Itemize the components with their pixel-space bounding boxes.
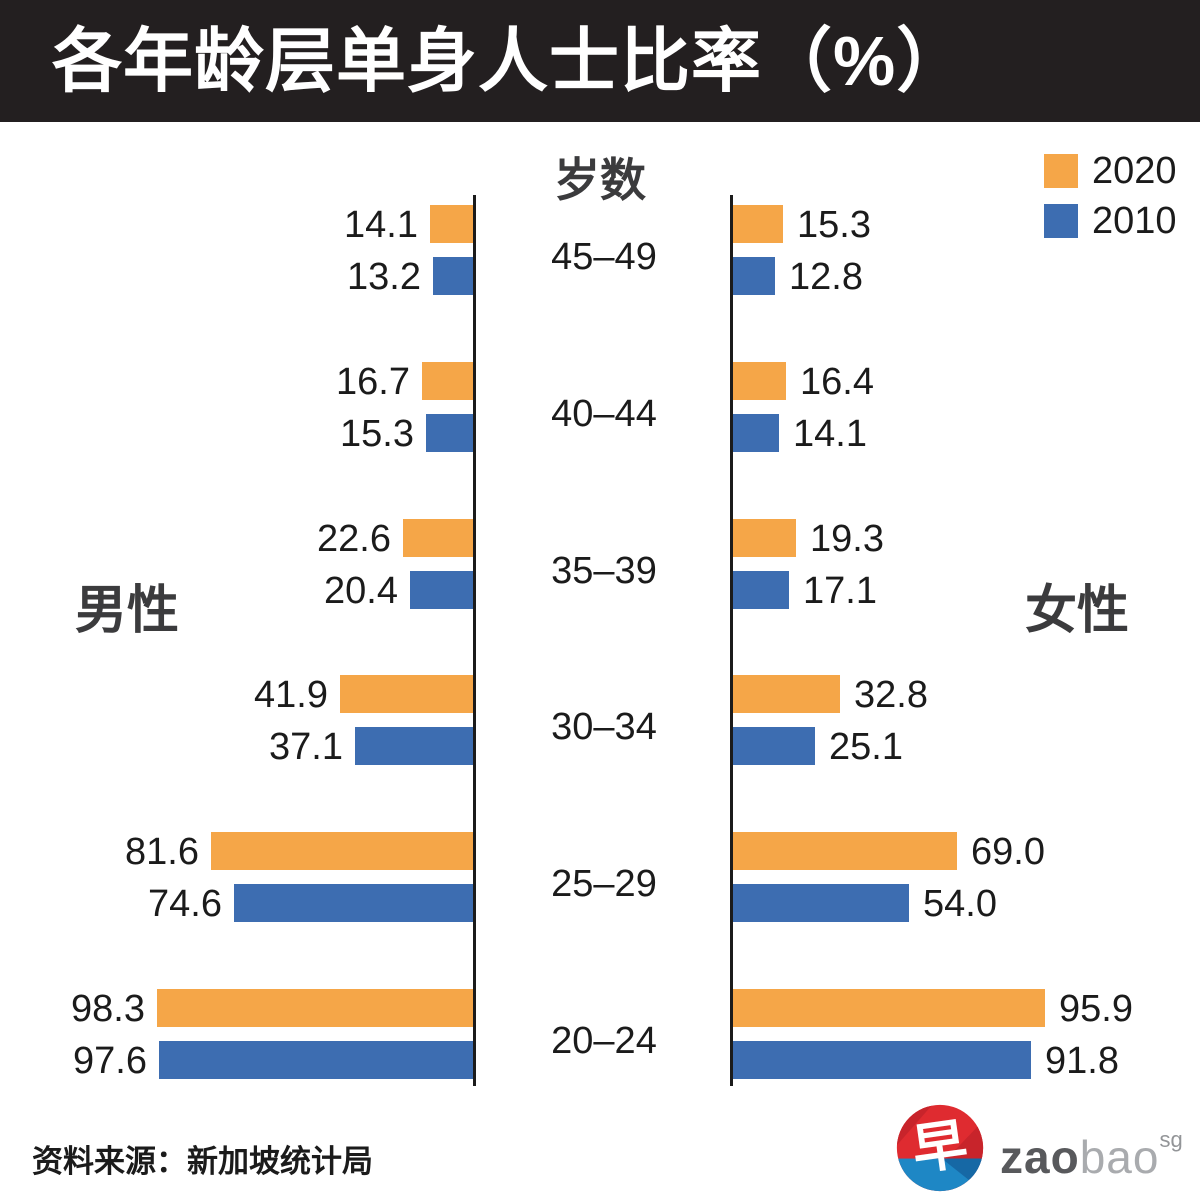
bar-female-2020 bbox=[733, 989, 1045, 1027]
bar-female-2020 bbox=[733, 205, 783, 243]
logo-zao-glyph: 早 bbox=[909, 1113, 972, 1181]
legend-label-2010: 2010 bbox=[1092, 200, 1177, 242]
bar-male-2020 bbox=[422, 361, 476, 400]
zaobao-logo-mark: 早 bbox=[896, 1104, 984, 1192]
value-label-female-2020: 19.3 bbox=[810, 517, 884, 560]
source-note: 资料来源：新加坡统计局 bbox=[32, 1144, 373, 1179]
legend-item-2010: 2010 bbox=[1044, 200, 1177, 242]
zaobao-wordmark: zaobaosg bbox=[1000, 1117, 1183, 1180]
value-label-female-2020: 69.0 bbox=[971, 831, 1045, 874]
age-group-label: 35–39 bbox=[551, 549, 657, 592]
value-label-male-2020: 14.1 bbox=[344, 204, 418, 246]
value-label-female-2010: 12.8 bbox=[789, 256, 863, 298]
value-label-female-2020: 95.9 bbox=[1059, 988, 1133, 1030]
bar-female-2020 bbox=[733, 675, 840, 714]
value-label-male-2010: 20.4 bbox=[324, 569, 398, 612]
bar-male-2020 bbox=[211, 832, 476, 871]
age-group-label: 30–34 bbox=[551, 706, 657, 749]
page-title: 各年龄层单身人士比率（%） bbox=[52, 22, 968, 100]
wordmark-bao: bao bbox=[1079, 1130, 1160, 1183]
value-label-female-2010: 54.0 bbox=[923, 883, 997, 926]
bar-male-2020 bbox=[430, 205, 476, 243]
wordmark-zao: zao bbox=[1000, 1130, 1080, 1183]
value-label-male-2010: 37.1 bbox=[269, 726, 343, 769]
title-bar: 各年龄层单身人士比率（%） bbox=[0, 0, 1200, 122]
bar-female-2010 bbox=[733, 1041, 1031, 1079]
female-axis-line bbox=[730, 195, 733, 1086]
bar-male-2010 bbox=[159, 1041, 476, 1079]
bar-male-2010 bbox=[410, 570, 476, 609]
bar-female-2010 bbox=[733, 727, 815, 766]
legend-item-2020: 2020 bbox=[1044, 150, 1177, 192]
bar-male-2010 bbox=[426, 413, 476, 452]
value-label-female-2020: 32.8 bbox=[854, 674, 928, 717]
value-label-male-2010: 97.6 bbox=[73, 1040, 147, 1082]
legend: 2020 2010 bbox=[1044, 150, 1177, 254]
bar-female-2010 bbox=[733, 257, 775, 295]
wordmark-sg: sg bbox=[1159, 1126, 1183, 1152]
bar-female-2010 bbox=[733, 413, 779, 452]
age-group-label: 25–29 bbox=[551, 863, 657, 906]
value-label-female-2010: 17.1 bbox=[803, 569, 877, 612]
zaobao-logo: 早 zaobaosg bbox=[896, 1104, 1183, 1192]
bar-male-2010 bbox=[234, 884, 476, 923]
value-label-male-2010: 15.3 bbox=[340, 412, 414, 455]
age-group-label: 40–44 bbox=[551, 392, 657, 435]
bar-male-2010 bbox=[433, 257, 476, 295]
legend-swatch-2020 bbox=[1044, 154, 1078, 188]
bar-female-2010 bbox=[733, 884, 909, 923]
age-axis-title: 岁数 bbox=[554, 154, 646, 206]
legend-label-2020: 2020 bbox=[1092, 150, 1177, 192]
age-group-label: 20–24 bbox=[551, 1020, 657, 1062]
legend-swatch-2010 bbox=[1044, 204, 1078, 238]
bar-female-2020 bbox=[733, 832, 957, 871]
value-label-female-2010: 14.1 bbox=[793, 412, 867, 455]
bar-female-2020 bbox=[733, 361, 786, 400]
bar-male-2020 bbox=[157, 989, 476, 1027]
value-label-male-2020: 22.6 bbox=[317, 517, 391, 560]
value-label-male-2010: 13.2 bbox=[347, 256, 421, 298]
bar-male-2020 bbox=[403, 518, 476, 557]
value-label-male-2010: 74.6 bbox=[148, 883, 222, 926]
value-label-female-2020: 15.3 bbox=[797, 204, 871, 246]
bar-female-2010 bbox=[733, 570, 789, 609]
value-label-male-2020: 98.3 bbox=[71, 988, 145, 1030]
value-label-female-2020: 16.4 bbox=[800, 360, 874, 403]
value-label-male-2020: 81.6 bbox=[125, 831, 199, 874]
male-axis-line bbox=[473, 195, 476, 1086]
female-section-label: 女性 bbox=[1024, 582, 1129, 640]
value-label-male-2020: 41.9 bbox=[254, 674, 328, 717]
value-label-female-2010: 91.8 bbox=[1045, 1040, 1119, 1082]
bar-female-2020 bbox=[733, 518, 796, 557]
male-section-label: 男性 bbox=[74, 582, 179, 640]
bar-male-2020 bbox=[340, 675, 476, 714]
value-label-male-2020: 16.7 bbox=[336, 360, 410, 403]
value-label-female-2010: 25.1 bbox=[829, 726, 903, 769]
age-group-label: 45–49 bbox=[551, 236, 657, 278]
bar-male-2010 bbox=[355, 727, 476, 766]
